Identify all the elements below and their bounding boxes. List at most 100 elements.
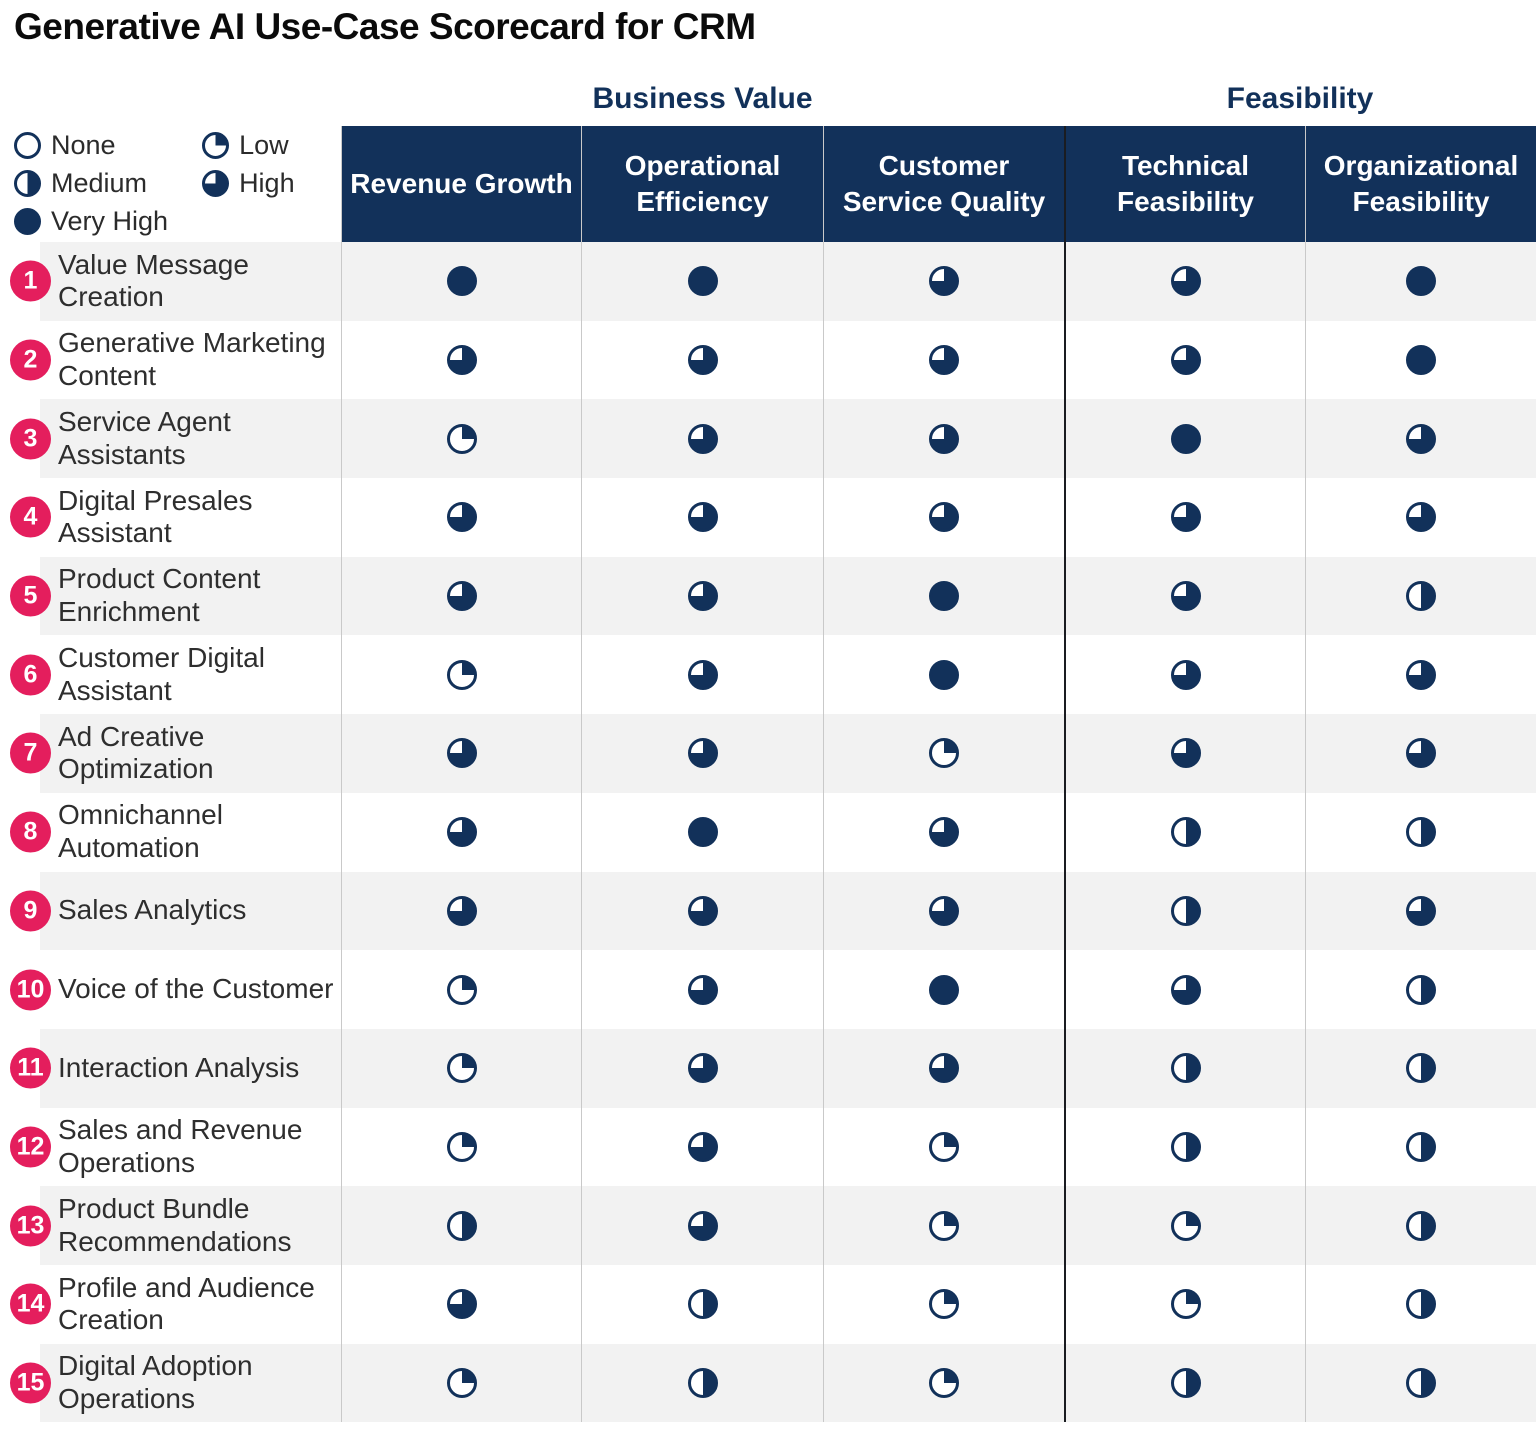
use-case-label: Digital Presales Assistant: [58, 484, 253, 549]
rating-cell: [823, 1264, 1064, 1344]
rating-cell: [581, 1343, 823, 1423]
rating-cell: [823, 950, 1064, 1029]
harvey-ball-high-icon: [929, 266, 959, 297]
harvey-ball-very-high-icon: [1170, 423, 1201, 454]
rating-cell: [581, 1107, 823, 1187]
rating-cell: [823, 399, 1064, 479]
rating-cell: [581, 1028, 823, 1108]
table-row: 1 Value Message Creation: [0, 242, 1536, 321]
harvey-ball-low-icon: [446, 659, 477, 690]
harvey-ball-high-icon: [1170, 581, 1201, 612]
harvey-ball-high-icon: [1170, 345, 1201, 376]
harvey-ball-high-icon: [1170, 974, 1201, 1005]
harvey-ball-high-icon: [687, 895, 718, 926]
rating-cell: [581, 242, 823, 321]
rating-cell: [341, 792, 581, 872]
legend-label: Very High: [51, 206, 169, 236]
harvey-ball-high-icon: [687, 581, 718, 612]
harvey-ball-low-icon: [446, 423, 477, 454]
harvey-ball-high-icon: [687, 1053, 718, 1084]
harvey-ball-medium-icon: [1406, 1131, 1436, 1162]
harvey-ball-high-icon: [687, 345, 718, 376]
rating-cell: [341, 320, 581, 400]
low-harvey-ball-icon: [202, 132, 230, 159]
use-case-label-cell: 10 Voice of the Customer: [0, 950, 341, 1029]
rating-cell: [823, 320, 1064, 400]
medium-harvey-ball-icon: [14, 170, 41, 197]
rating-cell: [1305, 871, 1536, 951]
use-case-label-cell: 9 Sales Analytics: [0, 871, 341, 951]
rating-cell: [1305, 399, 1536, 479]
rating-cell: [1305, 950, 1536, 1029]
harvey-ball-medium-icon: [1406, 1210, 1436, 1241]
rating-cell: [341, 1028, 581, 1108]
use-case-label: Service Agent Assistants: [58, 405, 231, 470]
harvey-ball-high-icon: [1170, 502, 1201, 533]
legend-label: High: [239, 168, 295, 198]
legend-item: High: [202, 168, 295, 199]
rating-cell: [581, 478, 823, 557]
rating-cell: [341, 242, 581, 321]
harvey-ball-medium-icon: [1406, 1289, 1436, 1320]
harvey-ball-very-high-icon: [446, 266, 477, 297]
rating-cell: [1305, 1107, 1536, 1187]
rating-cell: [341, 714, 581, 793]
harvey-ball-high-icon: [687, 1210, 718, 1241]
rating-cell: [1064, 714, 1305, 793]
harvey-ball-medium-icon: [1170, 817, 1201, 848]
high-harvey-ball-icon: [202, 170, 230, 197]
harvey-ball-medium-icon: [446, 1210, 477, 1241]
harvey-ball-medium-icon: [1406, 1053, 1436, 1084]
use-case-label-cell: 8 Omnichannel Automation: [0, 793, 341, 872]
harvey-ball-medium-icon: [1406, 817, 1436, 848]
rating-cell: [341, 950, 581, 1029]
column-header-4: Technical Feasibility: [1064, 126, 1305, 242]
legend-item: Very High: [14, 206, 168, 237]
harvey-ball-high-icon: [1406, 895, 1436, 926]
column-header-1: Revenue Growth: [341, 126, 581, 242]
harvey-ball-medium-icon: [1170, 1131, 1201, 1162]
harvey-ball-very-high-icon: [929, 659, 959, 690]
row-number-badge: 11: [10, 1047, 51, 1089]
row-number-badge: 1: [10, 260, 51, 302]
use-case-label-cell: 11 Interaction Analysis: [0, 1028, 341, 1108]
rating-cell: [581, 635, 823, 715]
rating-cell: [823, 635, 1064, 715]
rating-cell: [1064, 556, 1305, 636]
use-case-label-cell: 2 Generative Marketing Content: [0, 321, 341, 400]
page-title: Generative AI Use-Case Scorecard for CRM: [14, 6, 756, 47]
harvey-ball-very-high-icon: [929, 581, 959, 612]
rating-cell: [823, 478, 1064, 557]
harvey-ball-high-icon: [929, 423, 959, 454]
rating-cell: [1064, 242, 1305, 321]
rating-cell: [1305, 556, 1536, 636]
table-row: 13 Product Bundle Recommendations: [0, 1186, 1536, 1265]
harvey-ball-high-icon: [1170, 659, 1201, 690]
harvey-ball-high-icon: [446, 817, 477, 848]
row-number-badge: 9: [10, 890, 51, 932]
harvey-ball-high-icon: [446, 895, 477, 926]
use-case-label-cell: 4 Digital Presales Assistant: [0, 478, 341, 557]
use-case-label-cell: 15 Digital Adoption Operations: [0, 1343, 341, 1423]
harvey-ball-high-icon: [687, 738, 718, 769]
use-case-label-cell: 3 Service Agent Assistants: [0, 399, 341, 478]
harvey-ball-medium-icon: [687, 1367, 718, 1398]
table-row: 14 Profile and Audience Creation: [0, 1264, 1536, 1344]
rating-cell: [341, 1264, 581, 1344]
legend-label: Low: [239, 130, 289, 160]
rating-cell: [581, 1264, 823, 1344]
table-row: 2 Generative Marketing Content: [0, 320, 1536, 400]
rating-cell: [581, 871, 823, 951]
table-row: 8 Omnichannel Automation: [0, 792, 1536, 872]
table-row: 7 Ad Creative Optimization: [0, 714, 1536, 793]
rating-cell: [1305, 1028, 1536, 1108]
rating-cell: [341, 1186, 581, 1265]
harvey-ball-low-icon: [446, 1367, 477, 1398]
none-harvey-ball-icon: [14, 132, 41, 159]
rating-cell: [581, 399, 823, 479]
harvey-ball-high-icon: [687, 659, 718, 690]
rating-cell: [341, 635, 581, 715]
rating-cell: [823, 242, 1064, 321]
rating-cell: [341, 871, 581, 951]
harvey-ball-high-icon: [446, 1289, 477, 1320]
